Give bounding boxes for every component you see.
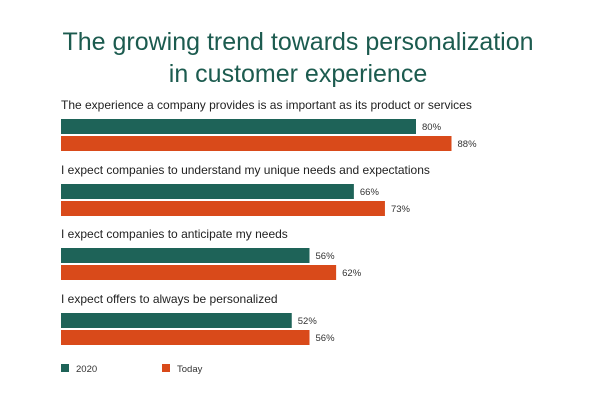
- bar-2020: [61, 248, 310, 263]
- category-label: The experience a company provides is as …: [61, 98, 472, 112]
- value-label: 80%: [422, 122, 442, 133]
- category-label: I expect companies to understand my uniq…: [61, 163, 430, 177]
- legend-swatch-today: [162, 364, 170, 372]
- value-label: 73%: [391, 204, 411, 215]
- category-label: I expect offers to always be personalize…: [61, 292, 278, 306]
- bar-today: [61, 136, 452, 151]
- bar-2020: [61, 119, 416, 134]
- value-label: 56%: [316, 333, 336, 344]
- bar-2020: [61, 313, 292, 328]
- category-label: I expect companies to anticipate my need…: [61, 227, 288, 241]
- bar-today: [61, 330, 310, 345]
- bar-today: [61, 201, 385, 216]
- chart-title-line-2: in customer experience: [168, 60, 428, 88]
- bar-2020: [61, 184, 354, 199]
- chart-title: The growing trend towards personalizatio…: [0, 26, 596, 90]
- chart-title-line-1: The growing trend towards personalizatio…: [62, 28, 534, 56]
- value-label: 66%: [360, 187, 380, 198]
- value-label: 88%: [458, 139, 478, 150]
- legend-label-2020: 2020: [76, 364, 97, 375]
- value-label: 56%: [316, 251, 336, 262]
- value-label: 52%: [298, 316, 318, 327]
- legend-swatch-2020: [61, 364, 69, 372]
- bar-today: [61, 265, 337, 280]
- value-label: 62%: [342, 268, 362, 279]
- legend-label-today: Today: [177, 364, 203, 375]
